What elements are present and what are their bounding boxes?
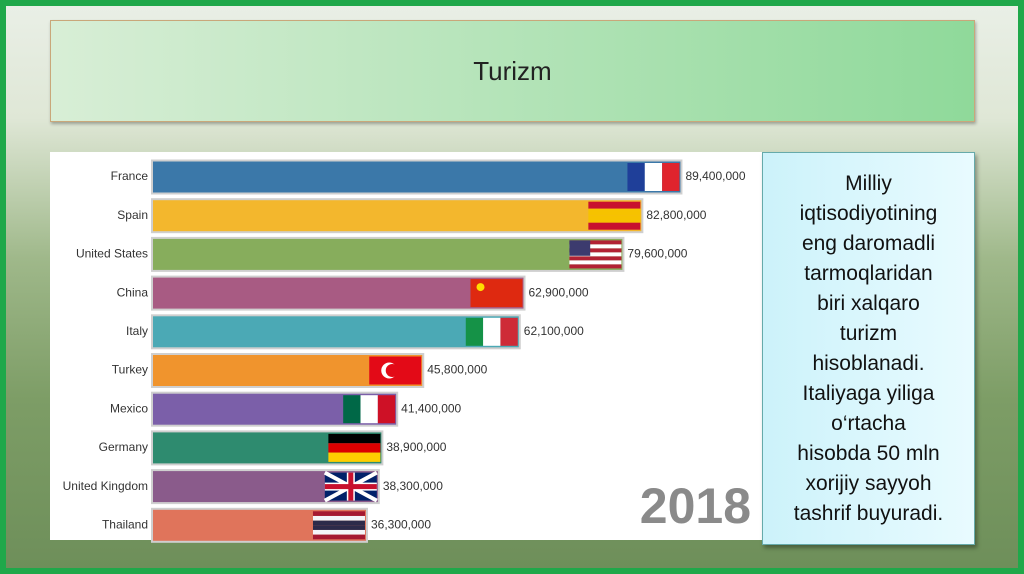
text-box: Milliy iqtisodiyotining eng daromadli tarmo… (762, 152, 975, 545)
value-label: 62,900,000 (529, 285, 589, 299)
flag-stripe (569, 256, 622, 261)
text-line: Milliy (845, 171, 892, 195)
flag-stripe (644, 163, 663, 191)
flag (369, 356, 422, 385)
value-label: 82,800,000 (646, 208, 706, 222)
text-line: tarmoqlaridan (804, 261, 933, 285)
flag-cross (348, 472, 354, 501)
flag (470, 279, 523, 308)
value-label: 38,300,000 (383, 479, 443, 493)
text-line: biri xalqaro (817, 291, 920, 315)
flag-stripe (465, 317, 484, 346)
y-tick-label: Mexico (110, 401, 148, 415)
y-tick-label: France (111, 169, 149, 183)
flag-stripe (662, 163, 680, 191)
flag-stripe (588, 215, 641, 223)
flag-stripe (627, 163, 645, 191)
flag-stripe (588, 201, 641, 209)
y-tick-label: Turkey (112, 363, 148, 377)
flag-stripe (343, 395, 361, 424)
y-tick-label: United States (76, 247, 148, 261)
text-line: o‘rtacha (831, 411, 906, 435)
flag-canton (569, 240, 591, 256)
y-tick-label: Germany (99, 440, 148, 454)
value-label: 62,100,000 (524, 324, 584, 338)
flag-stripe (569, 252, 622, 257)
flag-stripe (312, 529, 365, 535)
flag-stripe (328, 433, 381, 444)
flag (312, 511, 365, 540)
value-label: 36,300,000 (371, 517, 431, 531)
slide-title: Turizm (50, 20, 975, 122)
bar (151, 159, 683, 195)
bar (151, 236, 625, 272)
flag-stripe (569, 248, 622, 253)
flag (569, 240, 622, 269)
text-line: hisoblanadi. (812, 351, 925, 375)
flag-stripe (569, 240, 622, 245)
flag-stripe (569, 264, 622, 269)
flag-stripe (328, 452, 381, 462)
value-label: 38,900,000 (386, 440, 446, 454)
flag-stripe (569, 260, 622, 265)
flag-stripe (312, 515, 365, 521)
flag-stripe (328, 443, 381, 453)
y-tick-label: Thailand (102, 517, 148, 531)
flag-stripe (483, 317, 501, 346)
flag (343, 395, 396, 424)
y-tick-label: Spain (117, 208, 148, 222)
flag (465, 317, 518, 346)
flag (627, 163, 680, 191)
y-tick-label: United Kingdom (63, 479, 148, 493)
value-label: 89,400,000 (685, 169, 745, 183)
chart: 2018 France 89,400,000 Spain 82,800,000 Unit… (50, 152, 762, 543)
text-line: eng daromadli (801, 231, 936, 255)
flag-stripe (470, 279, 523, 308)
y-tick-label: China (117, 285, 149, 299)
flag-stripe (312, 534, 365, 540)
year-label: 2018 (640, 478, 751, 534)
text-line: hisobda 50 mln (797, 441, 940, 465)
value-label: 79,600,000 (627, 247, 687, 261)
flag-moon (385, 364, 399, 377)
bar (151, 314, 521, 350)
flag (323, 470, 378, 503)
flag-star (476, 283, 485, 292)
flag-stripe (500, 317, 518, 346)
value-label: 45,800,000 (427, 363, 487, 377)
bar (151, 275, 526, 311)
text-line: tashrif buyuradi. (793, 501, 944, 525)
flag-stripe (312, 520, 365, 526)
flag (588, 201, 641, 230)
flag (328, 433, 381, 462)
flag-stripe (360, 395, 378, 424)
y-tick-label: Italy (126, 324, 148, 338)
text-line: Italiyaga yiliga (802, 381, 935, 405)
text-line: xorijiy sayyoh (805, 471, 932, 495)
bar (151, 198, 644, 234)
text-line: turizm (839, 321, 898, 345)
flag-stripe (588, 222, 641, 230)
flag-stripe (377, 395, 396, 424)
value-label: 41,400,000 (401, 401, 461, 415)
flag-stripe (569, 244, 622, 249)
flag-stripe (588, 208, 641, 216)
text-line: iqtisodiyotining (799, 201, 938, 225)
flag-stripe (312, 525, 365, 530)
flag-stripe (312, 511, 365, 516)
